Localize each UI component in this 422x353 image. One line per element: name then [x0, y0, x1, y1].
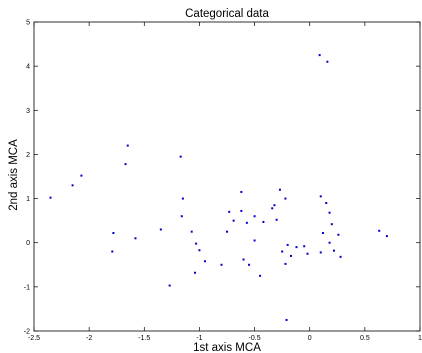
data-point: [339, 255, 342, 258]
data-point: [220, 263, 223, 266]
plot-area: [33, 21, 421, 332]
data-point: [134, 237, 137, 240]
data-points: [49, 54, 388, 321]
data-point: [295, 246, 298, 249]
data-point: [232, 219, 235, 222]
data-point: [242, 258, 245, 261]
data-point: [262, 220, 265, 223]
data-point: [378, 229, 381, 232]
data-point: [190, 230, 193, 233]
y-tick-label: 1: [26, 196, 30, 203]
data-point: [385, 235, 388, 238]
plot-frame: [33, 21, 421, 332]
data-point: [284, 262, 287, 265]
data-point: [332, 249, 335, 252]
data-point: [195, 242, 198, 245]
data-point: [203, 260, 206, 263]
y-tick-label: 2: [26, 152, 30, 159]
data-point: [259, 274, 262, 277]
data-point: [271, 207, 274, 210]
data-point: [49, 196, 52, 199]
data-point: [181, 197, 184, 200]
data-point: [253, 215, 256, 218]
data-point: [198, 249, 201, 252]
data-point: [124, 163, 127, 166]
data-point: [278, 188, 281, 191]
data-point: [179, 155, 182, 158]
data-point: [328, 211, 331, 214]
data-point: [281, 250, 284, 253]
data-point: [226, 230, 228, 233]
data-point: [321, 232, 324, 235]
y-tick-label: 0: [26, 240, 30, 247]
data-point: [303, 245, 306, 248]
y-tick-label: 3: [26, 108, 30, 115]
chart-title: Categorical data: [185, 8, 269, 20]
data-point: [306, 252, 309, 255]
data-point: [248, 263, 251, 266]
x-axis-label: 1st axis MCA: [193, 342, 261, 353]
data-point: [273, 204, 276, 207]
x-tick-label: 0: [308, 335, 312, 342]
data-point: [285, 318, 288, 321]
data-point: [253, 239, 256, 242]
data-point: [326, 60, 329, 63]
data-point: [337, 233, 340, 236]
data-point: [180, 215, 183, 218]
data-point: [71, 184, 74, 187]
x-tick-label: -2.5: [28, 335, 40, 342]
data-point: [328, 241, 331, 244]
data-point: [286, 243, 289, 246]
x-tick-label: -0.5: [249, 335, 261, 342]
y-tick-label: 4: [26, 64, 30, 71]
y-axis-label: 2nd axis MCA: [8, 139, 20, 211]
x-tick-label: -2: [86, 335, 92, 342]
data-point: [284, 197, 287, 200]
x-tick-label: -1: [196, 335, 202, 342]
y-tick-label: 5: [26, 20, 30, 27]
data-point: [319, 251, 322, 254]
x-tick-label: -1.5: [138, 335, 150, 342]
x-axis-ticks: -2.5 -2 -1.5 -1 -0.5 0 0.5 1: [28, 22, 422, 342]
data-point: [319, 195, 322, 198]
data-point: [289, 254, 292, 257]
data-point: [111, 250, 114, 253]
x-tick-label: 1: [418, 335, 422, 342]
data-point: [228, 210, 231, 213]
data-point: [318, 54, 321, 57]
y-tick-label: -2: [24, 329, 30, 336]
data-point: [80, 174, 83, 177]
data-point: [168, 284, 171, 287]
x-tick-label: 0.5: [360, 335, 370, 342]
data-point: [159, 228, 162, 231]
data-point: [112, 232, 115, 235]
data-point: [245, 221, 248, 224]
y-tick-label: -1: [24, 284, 30, 291]
data-point: [240, 190, 243, 193]
data-point: [275, 218, 278, 221]
data-point: [325, 201, 328, 204]
y-axis-ticks: -2 -1 0 1 2 3 4 5: [24, 20, 420, 336]
data-point: [194, 271, 197, 274]
data-point: [330, 223, 333, 226]
data-point: [126, 144, 129, 147]
data-point: [240, 209, 243, 212]
